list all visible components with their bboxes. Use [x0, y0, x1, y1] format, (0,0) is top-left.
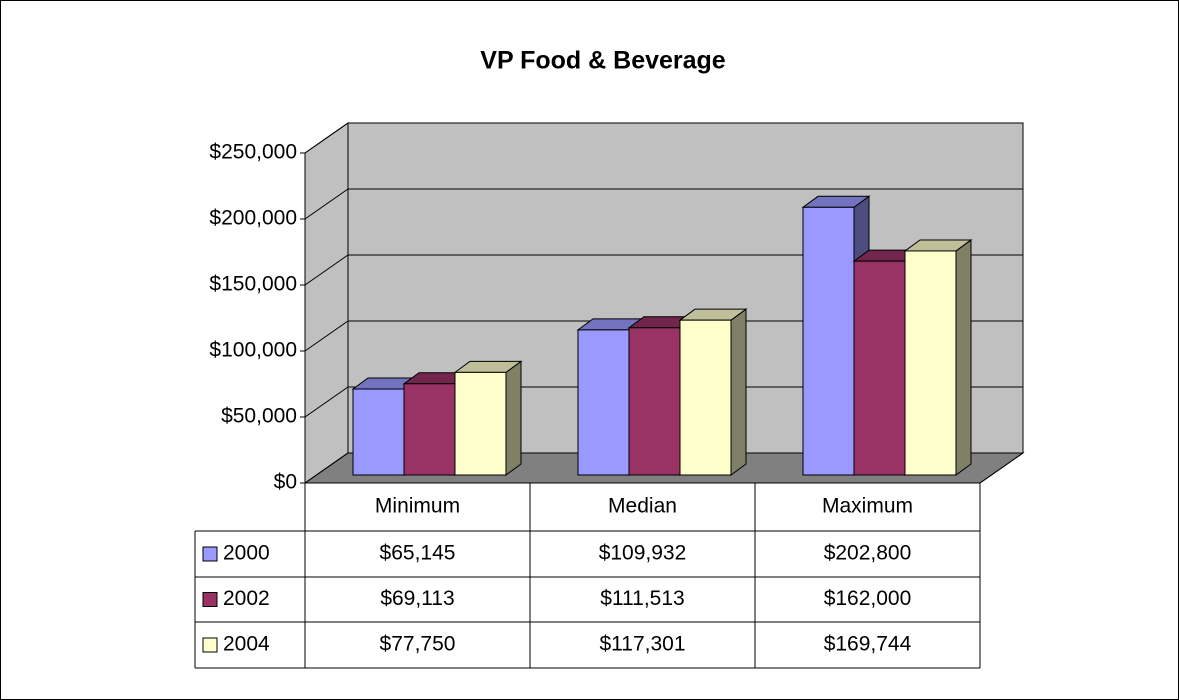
table-value: $69,113 — [380, 587, 454, 610]
bar — [904, 250, 957, 476]
y-tick-label: $100,000 — [209, 339, 297, 362]
legend-key — [202, 637, 218, 653]
bar — [802, 206, 855, 476]
bar-side — [955, 238, 972, 476]
chart-title: VP Food & Beverage — [480, 47, 726, 75]
table-value: $162,000 — [824, 587, 912, 610]
legend-label: 2000 — [223, 542, 270, 565]
legend-key — [202, 592, 218, 607]
table-value: $109,932 — [599, 542, 687, 565]
legend-label: 2004 — [223, 633, 270, 656]
grid-line — [304, 320, 1023, 352]
floor-edge — [979, 452, 1024, 484]
grid-line — [304, 122, 1023, 154]
x-tick-label: Median — [608, 495, 677, 518]
grid-line — [304, 188, 1023, 220]
table-value: $169,744 — [824, 633, 912, 656]
legend-key — [202, 546, 218, 562]
table-value: $202,800 — [824, 542, 912, 565]
grid-line — [304, 254, 1023, 286]
bar — [352, 388, 405, 476]
x-tick-label: Minimum — [375, 495, 460, 518]
bar-side — [505, 360, 522, 476]
bar — [679, 319, 732, 476]
bar — [853, 260, 906, 476]
y-tick-label: $150,000 — [209, 273, 297, 296]
bar-side — [730, 308, 747, 476]
bar — [577, 329, 630, 476]
y-tick-label: $200,000 — [209, 207, 297, 230]
side-wall — [304, 122, 349, 484]
grid-line — [304, 386, 1023, 418]
x-tick-label: Maximum — [822, 495, 913, 518]
bar — [454, 371, 507, 476]
grid-line — [304, 452, 1023, 484]
bar — [403, 383, 456, 476]
legend-label: 2002 — [223, 587, 270, 610]
table-value: $111,513 — [600, 587, 684, 610]
table-value: $77,750 — [380, 633, 456, 656]
table-value: $117,301 — [599, 633, 685, 656]
y-tick-label: $0 — [274, 471, 297, 494]
table-value: $65,145 — [380, 542, 456, 565]
y-tick-label: $250,000 — [209, 141, 297, 164]
bar — [628, 327, 681, 476]
y-tick-label: $50,000 — [221, 405, 297, 428]
